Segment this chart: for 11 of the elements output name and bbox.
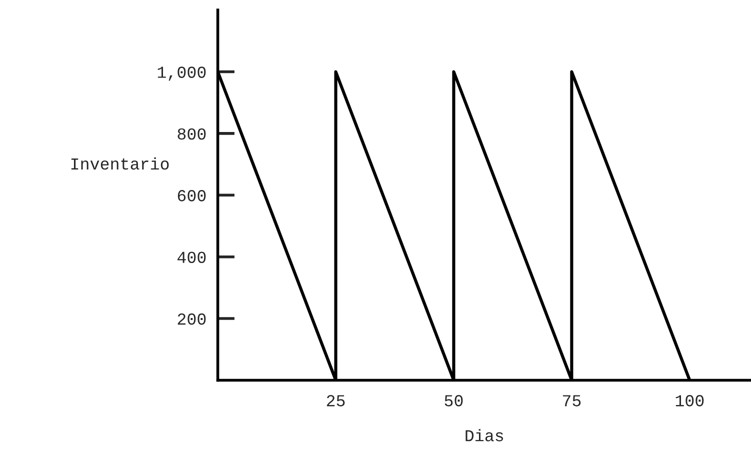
y-tick-label: 200 bbox=[178, 313, 206, 325]
x-tick-label: 25 bbox=[326, 395, 345, 406]
y-axis-title: Inventario bbox=[71, 157, 169, 170]
x-tick-label: 75 bbox=[562, 395, 581, 406]
y-tick-label: 400 bbox=[178, 252, 206, 264]
y-tick-label: 600 bbox=[178, 190, 206, 202]
y-tick-label: 800 bbox=[178, 128, 206, 140]
x-tick-label: 50 bbox=[444, 395, 463, 406]
x-axis-title: Dias bbox=[466, 429, 504, 442]
y-tick-label: 1,000 bbox=[158, 66, 206, 81]
x-tick-label: 100 bbox=[676, 395, 704, 406]
